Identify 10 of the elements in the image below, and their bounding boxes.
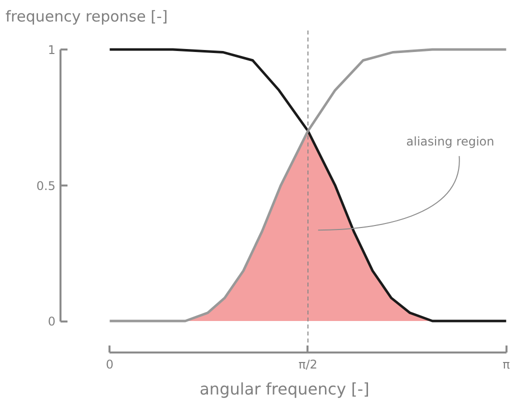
y-tick-label: 1 [48,43,56,58]
x-tick-label: 0 [106,358,114,372]
y-tick-label: 0 [48,314,56,329]
y-tick-label: 0.5 [36,178,56,193]
x-axis-title: angular frequency [-] [200,380,370,398]
line-series [108,48,508,322]
x-tick-label: π [502,358,510,372]
annotation: aliasing region [406,134,494,149]
y-axis-title: frequency reponse [-] [6,8,168,26]
x-tick-label: π/2 [298,358,318,372]
